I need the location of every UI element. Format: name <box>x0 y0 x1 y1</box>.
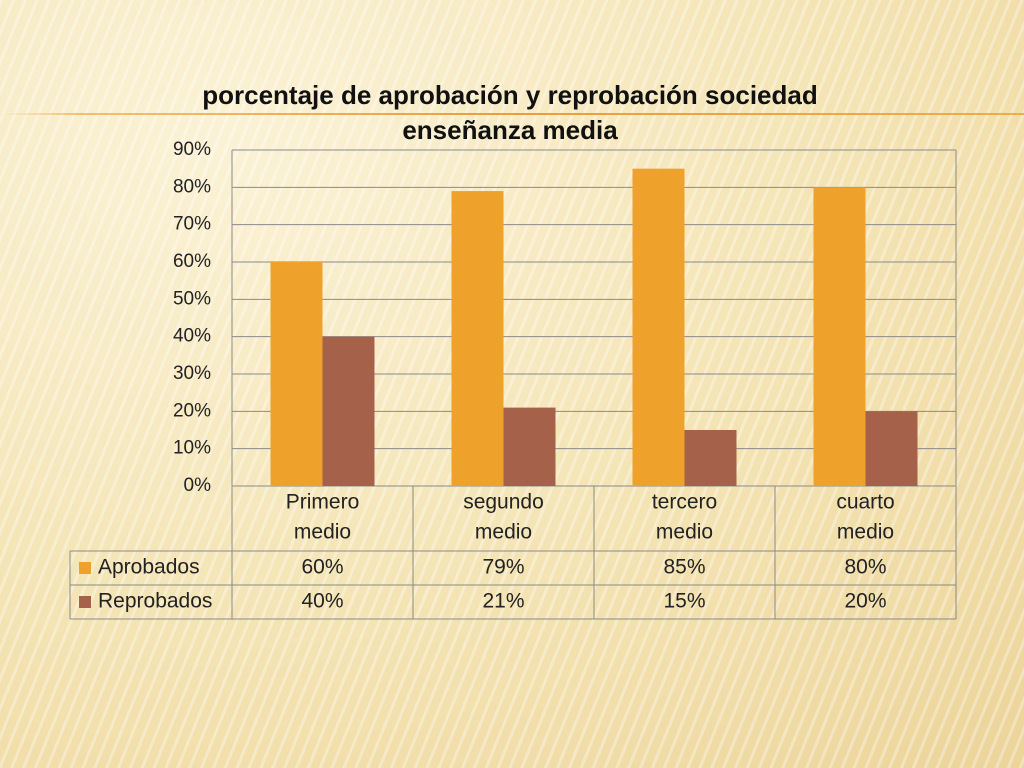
bar-reprobados <box>322 336 375 486</box>
y-tick-label: 30% <box>173 363 211 384</box>
y-tick-label: 90% <box>173 139 211 160</box>
x-category-label: medio <box>837 521 894 544</box>
legend-swatch-reprobados <box>79 596 91 608</box>
y-tick-label: 0% <box>184 475 212 496</box>
chart-title: porcentaje de aprobación y reprobación s… <box>202 80 818 145</box>
data-label: 60% <box>301 556 343 579</box>
y-tick-label: 80% <box>173 176 211 197</box>
x-category-label: segundo <box>463 491 544 514</box>
y-tick-label: 40% <box>173 326 211 347</box>
x-category-label: cuarto <box>836 491 894 514</box>
x-category-label: tercero <box>652 491 717 514</box>
bar-reprobados <box>865 411 918 486</box>
data-label: 79% <box>482 556 524 579</box>
title-divider-line <box>0 113 1024 115</box>
y-tick-label: 50% <box>173 288 211 309</box>
data-label: 20% <box>844 590 886 613</box>
data-label: 21% <box>482 590 524 613</box>
bar-reprobados <box>684 430 737 486</box>
x-category-label: Primero <box>286 491 360 514</box>
x-category-label: medio <box>656 521 713 544</box>
y-tick-label: 20% <box>173 400 211 421</box>
bar-aprobados <box>270 262 323 486</box>
bar-reprobados <box>503 407 556 486</box>
data-label: 80% <box>844 556 886 579</box>
legend-label: Aprobados <box>98 556 200 579</box>
data-label: 15% <box>663 590 705 613</box>
bar-aprobados <box>632 168 685 486</box>
x-category-label: medio <box>475 521 532 544</box>
data-label: 40% <box>301 590 343 613</box>
legend-label: Reprobados <box>98 590 212 613</box>
y-tick-label: 70% <box>173 214 211 235</box>
legend-swatch-aprobados <box>79 562 91 574</box>
data-label: 85% <box>663 556 705 579</box>
bar-aprobados <box>451 191 504 487</box>
y-tick-label: 10% <box>173 438 211 459</box>
x-category-label: medio <box>294 521 351 544</box>
y-tick-label: 60% <box>173 251 211 272</box>
bar-aprobados <box>813 187 866 487</box>
